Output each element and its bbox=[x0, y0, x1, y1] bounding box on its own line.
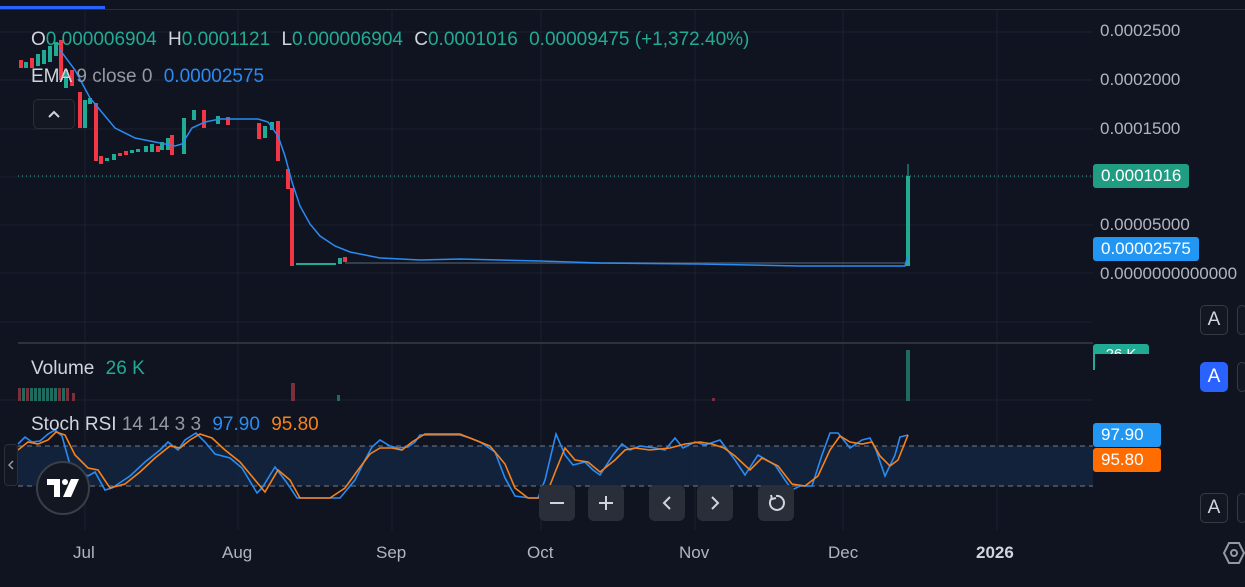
stoch-params: 14 14 3 3 bbox=[121, 414, 202, 435]
chevron-left-icon bbox=[662, 496, 671, 510]
zoom-out-button[interactable] bbox=[539, 485, 575, 521]
high-label: H bbox=[168, 29, 182, 50]
time-axis-label: Nov bbox=[679, 543, 710, 562]
stoch-log-scale-button[interactable] bbox=[1237, 493, 1245, 523]
ema-legend[interactable]: EMA 9 close 0 0.00002575 bbox=[31, 66, 264, 88]
reset-chart-button[interactable] bbox=[758, 485, 794, 521]
scroll-left-button[interactable] bbox=[649, 485, 685, 521]
stoch-k-tag: 97.90 bbox=[1093, 423, 1161, 447]
collapse-legend-button[interactable] bbox=[33, 99, 75, 129]
time-axis-label: Oct bbox=[527, 543, 554, 562]
open-label: O bbox=[31, 29, 46, 50]
volume-auto-scale-button[interactable]: A bbox=[1200, 362, 1228, 392]
stoch-d-tag: 95.80 bbox=[1093, 448, 1161, 472]
zoom-in-button[interactable] bbox=[588, 485, 624, 521]
top-divider bbox=[0, 0, 1245, 10]
price-axis-label: 0.00005000 bbox=[1100, 215, 1190, 234]
log-scale-button[interactable] bbox=[1237, 305, 1245, 335]
price-axis-label: 0.0002000 bbox=[1100, 70, 1181, 89]
tradingview-logo[interactable] bbox=[36, 461, 90, 515]
time-axis-label-year: 2026 bbox=[976, 543, 1014, 562]
ema-value: 0.00002575 bbox=[163, 66, 265, 87]
chevron-up-icon bbox=[48, 110, 60, 118]
ema-params: 9 close 0 bbox=[76, 66, 153, 87]
close-value: 0.0001016 bbox=[427, 29, 518, 50]
time-axis-label: Aug bbox=[222, 543, 253, 562]
volume-log-scale-button[interactable] bbox=[1237, 362, 1245, 392]
close-label: C bbox=[414, 29, 428, 50]
price-axis-label: 0.0000000000000 bbox=[1100, 264, 1238, 283]
low-value: 0.000006904 bbox=[292, 29, 403, 50]
time-axis-label: Jul bbox=[73, 543, 95, 562]
stoch-k-value: 97.90 bbox=[212, 414, 260, 435]
low-label: L bbox=[281, 29, 293, 50]
price-axis-label: 0.0002500 bbox=[1100, 21, 1181, 40]
chevron-right-icon bbox=[711, 496, 720, 510]
time-axis-label: Sep bbox=[376, 543, 407, 562]
volume-axis-tag: 26 K bbox=[1093, 344, 1149, 354]
stoch-auto-scale-button[interactable]: A bbox=[1200, 493, 1228, 523]
stoch-d-line bbox=[17, 431, 909, 499]
high-value: 0.0001121 bbox=[181, 29, 271, 50]
ema-line bbox=[59, 49, 909, 267]
scroll-right-button[interactable] bbox=[697, 485, 733, 521]
last-price-tag: 0.0001016 bbox=[1093, 164, 1190, 188]
ema-name: EMA bbox=[31, 66, 72, 87]
settings-button[interactable] bbox=[1222, 541, 1245, 570]
volume-value: 26 K bbox=[105, 358, 145, 379]
tradingview-logo-icon bbox=[47, 479, 79, 497]
minus-icon bbox=[550, 502, 564, 504]
ema-price-tag: 0.00002575 bbox=[1093, 237, 1199, 261]
open-value: 0.000006904 bbox=[45, 29, 157, 50]
ohlc-legend: O0.000006904 H0.0001121 L0.000006904 C0.… bbox=[31, 29, 749, 51]
auto-scale-button[interactable]: A bbox=[1200, 305, 1228, 335]
time-axis-label: Dec bbox=[828, 543, 859, 562]
active-tab-indicator bbox=[0, 6, 105, 9]
plus-icon bbox=[599, 496, 613, 510]
price-axis-label: 0.0001500 bbox=[1100, 119, 1181, 138]
volume-name: Volume bbox=[31, 358, 95, 379]
volume-bars bbox=[18, 350, 910, 401]
volume-tag-stem bbox=[1093, 352, 1095, 370]
settings-icon bbox=[1222, 542, 1245, 564]
stoch-legend[interactable]: Stoch RSI 14 14 3 3 97.90 95.80 bbox=[31, 414, 319, 436]
chart-canvas[interactable] bbox=[0, 10, 1093, 587]
chevron-left-icon bbox=[8, 460, 14, 470]
stoch-name: Stoch RSI bbox=[31, 414, 117, 435]
stoch-d-value: 95.80 bbox=[271, 414, 319, 435]
left-panel-toggle[interactable] bbox=[4, 444, 18, 486]
change-value: 0.00009475 (+1,372.40%) bbox=[529, 29, 750, 50]
reset-icon bbox=[769, 494, 785, 511]
volume-legend[interactable]: Volume 26 K bbox=[31, 358, 145, 380]
